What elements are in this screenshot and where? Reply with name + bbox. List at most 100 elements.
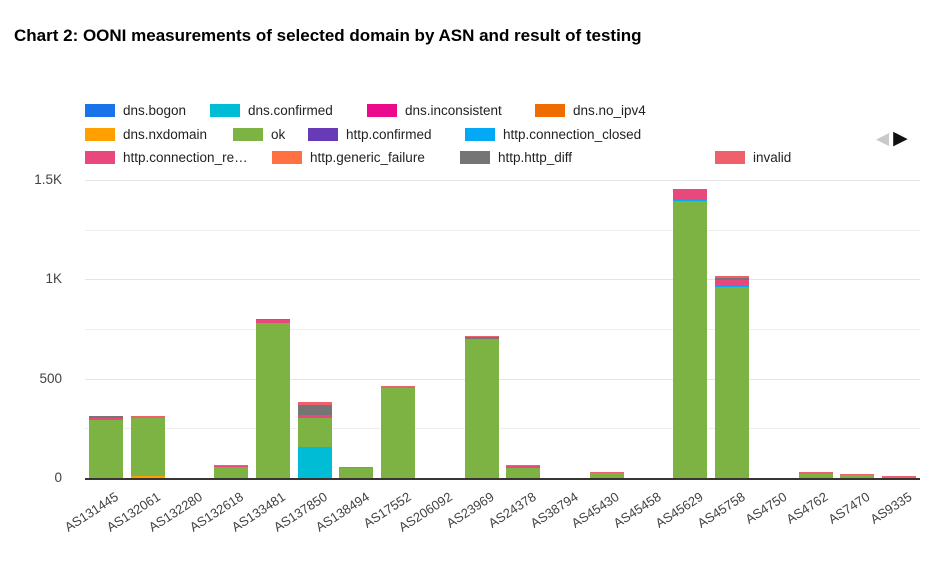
bar-segment-ok[interactable] bbox=[673, 200, 708, 478]
bar-AS45430[interactable] bbox=[589, 0, 624, 478]
bar-segment-invalid[interactable] bbox=[506, 465, 541, 467]
x-tick-label-AS7470: AS7470 bbox=[825, 489, 873, 527]
legend-swatch bbox=[715, 150, 745, 164]
bar-AS9335[interactable] bbox=[882, 0, 917, 478]
legend-label: http.connection_closed bbox=[503, 126, 642, 142]
legend-item-dnsnxdomain: dns.nxdomain bbox=[85, 126, 208, 142]
legend-label: dns.no_ipv4 bbox=[573, 102, 646, 118]
bar-segment-httpconnection_re[interactable] bbox=[506, 466, 541, 468]
bar-segment-invalid[interactable] bbox=[715, 276, 750, 279]
legend-swatch bbox=[272, 150, 302, 164]
bar-segment-invalid[interactable] bbox=[882, 476, 917, 478]
legend-pagination: ◀ ▶ bbox=[876, 128, 908, 150]
legend-item-invalid: invalid bbox=[715, 149, 792, 165]
bar-segment-invalid[interactable] bbox=[589, 471, 624, 474]
bar-segment-httphttp_diff[interactable] bbox=[715, 278, 750, 281]
bar-segment-ok[interactable] bbox=[798, 473, 833, 478]
bar-segment-dnsconfirmed[interactable] bbox=[297, 448, 332, 478]
bar-AS131445[interactable] bbox=[88, 0, 123, 478]
bar-AS4762[interactable] bbox=[798, 0, 833, 478]
x-tick-label-AS4762: AS4762 bbox=[783, 489, 831, 527]
bar-segment-invalid[interactable] bbox=[840, 473, 875, 476]
bar-segment-ok[interactable] bbox=[255, 323, 290, 478]
bar-segment-httpconnection_re[interactable] bbox=[673, 188, 708, 199]
y-tick-label-500: 500 bbox=[39, 370, 62, 386]
bar-AS45458[interactable] bbox=[631, 0, 666, 479]
gridline-1250 bbox=[85, 229, 920, 231]
bar-AS138494[interactable] bbox=[339, 0, 374, 478]
legend-swatch bbox=[465, 127, 495, 141]
bar-segment-invalid[interactable] bbox=[798, 472, 833, 474]
bar-AS24378[interactable] bbox=[506, 0, 541, 478]
bar-segment-httpconnection_re[interactable] bbox=[339, 467, 374, 469]
bar-AS23969[interactable] bbox=[464, 0, 499, 478]
bar-AS45629[interactable] bbox=[673, 0, 708, 478]
bar-segment-invalid[interactable] bbox=[381, 385, 416, 388]
bar-segment-ok[interactable] bbox=[589, 473, 624, 478]
y-tick-label-1K: 1K bbox=[45, 271, 62, 287]
bar-segment-invalid[interactable] bbox=[130, 415, 165, 419]
bar-segment-httpconnection_closed[interactable] bbox=[715, 285, 750, 288]
bar-segment-httphttp_diff[interactable] bbox=[464, 337, 499, 339]
bar-segment-ok[interactable] bbox=[214, 467, 249, 478]
gridline-1500 bbox=[85, 179, 920, 181]
bar-segment-httphttp_diff[interactable] bbox=[88, 416, 123, 418]
legend-swatch bbox=[233, 127, 263, 141]
bar-AS17552[interactable] bbox=[381, 0, 416, 478]
bar-segment-httpconnection_re[interactable] bbox=[214, 465, 249, 468]
bar-segment-invalid[interactable] bbox=[214, 464, 249, 466]
bar-segment-ok[interactable] bbox=[506, 467, 541, 478]
x-tick-label-AS9335: AS9335 bbox=[867, 489, 915, 527]
bar-segment-httphttp_diff[interactable] bbox=[255, 318, 290, 321]
bar-segment-invalid[interactable] bbox=[339, 466, 374, 468]
x-tick-label-AS24378: AS24378 bbox=[485, 489, 539, 531]
bar-segment-ok[interactable] bbox=[381, 387, 416, 478]
bar-segment-ok[interactable] bbox=[464, 338, 499, 478]
bar-segment-ok[interactable] bbox=[840, 475, 875, 478]
legend-label: invalid bbox=[753, 149, 792, 165]
legend-item-httpgeneric_failure: http.generic_failure bbox=[272, 150, 425, 165]
bar-segment-ok[interactable] bbox=[339, 468, 374, 478]
bar-segment-httpconnection_re[interactable] bbox=[88, 417, 123, 421]
bar-segment-httphttp_diff[interactable] bbox=[297, 404, 332, 415]
legend-item-httpconnection_re: http.connection_re… bbox=[85, 149, 248, 165]
bar-segment-dnsnxdomain[interactable] bbox=[130, 476, 165, 478]
bar-AS38794[interactable] bbox=[548, 0, 583, 479]
bar-AS206092[interactable] bbox=[422, 0, 457, 478]
bar-segment-ok[interactable] bbox=[297, 417, 332, 447]
bar-AS4750[interactable] bbox=[756, 0, 791, 479]
bar-segment-ok[interactable] bbox=[88, 420, 123, 478]
gridline-250 bbox=[85, 428, 920, 430]
legend-item-dnsconfirmed: dns.confirmed bbox=[210, 102, 333, 118]
legend-swatch bbox=[85, 127, 115, 141]
bar-AS45758[interactable] bbox=[715, 0, 750, 478]
bar-segment-invalid[interactable] bbox=[297, 401, 332, 405]
x-tick-label-AS4750: AS4750 bbox=[742, 489, 790, 527]
bar-AS7470[interactable] bbox=[840, 0, 875, 478]
bar-segment-httpconnection_re[interactable] bbox=[715, 280, 750, 286]
legend-label: dns.bogon bbox=[123, 102, 187, 118]
legend-label: dns.confirmed bbox=[248, 102, 333, 118]
bar-AS132061[interactable] bbox=[130, 0, 165, 478]
bar-segment-httpconnection_re[interactable] bbox=[297, 414, 332, 418]
bar-segment-invalid[interactable] bbox=[464, 335, 499, 338]
legend-item-httphttp_diff: http.http_diff bbox=[460, 150, 572, 165]
bar-segment-httpconnection_re[interactable] bbox=[255, 320, 290, 323]
legend-label: dns.nxdomain bbox=[123, 126, 208, 142]
legend-prev-icon[interactable]: ◀ bbox=[876, 129, 890, 148]
bar-segment-ok[interactable] bbox=[130, 418, 165, 477]
legend-next-icon[interactable]: ▶ bbox=[893, 128, 908, 149]
bar-segment-ok[interactable] bbox=[715, 287, 750, 478]
bar-segment-dnsno_ipv4[interactable] bbox=[297, 446, 332, 449]
legend-swatch bbox=[460, 150, 490, 164]
bar-segment-httpconnection_closed[interactable] bbox=[673, 199, 708, 201]
bar-AS132618[interactable] bbox=[214, 0, 249, 478]
bar-AS132280[interactable] bbox=[172, 0, 207, 478]
bar-AS137850[interactable] bbox=[297, 0, 332, 478]
chart-title: Chart 2: OONI measurements of selected d… bbox=[14, 26, 642, 45]
gridline-500 bbox=[85, 378, 920, 380]
legend-swatch bbox=[210, 103, 240, 117]
bar-AS133481[interactable] bbox=[255, 0, 290, 478]
legend-label: http.connection_re… bbox=[123, 149, 248, 165]
legend-item-dnsinconsistent: dns.inconsistent bbox=[367, 103, 502, 118]
